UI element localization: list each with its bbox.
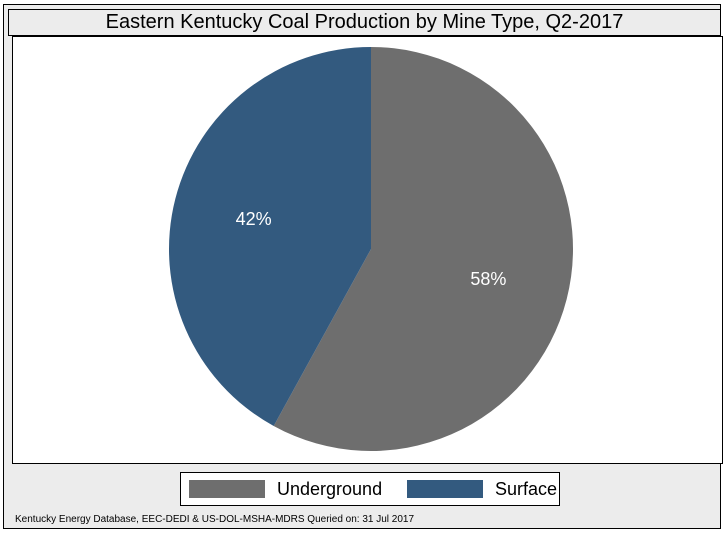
pie-chart: 58% 42% <box>169 47 573 451</box>
chart-title: Eastern Kentucky Coal Production by Mine… <box>8 9 721 36</box>
legend-item-surface: Surface <box>407 479 557 499</box>
legend-swatch-underground <box>189 480 265 498</box>
legend-label-underground: Underground <box>277 478 383 499</box>
slice-label-surface: 42% <box>236 209 272 229</box>
legend-item-underground: Underground <box>189 479 382 499</box>
pie-slice-surface <box>169 47 371 427</box>
legend: Underground Surface <box>180 472 560 506</box>
source-note: Kentucky Energy Database, EEC-DEDI & US-… <box>15 514 415 525</box>
slice-label-underground: 58% <box>470 269 506 289</box>
legend-swatch-surface <box>407 480 483 498</box>
plot-area: 58% 42% <box>12 36 723 464</box>
pie-slice-underground <box>273 47 573 451</box>
legend-label-surface: Surface <box>495 478 558 499</box>
